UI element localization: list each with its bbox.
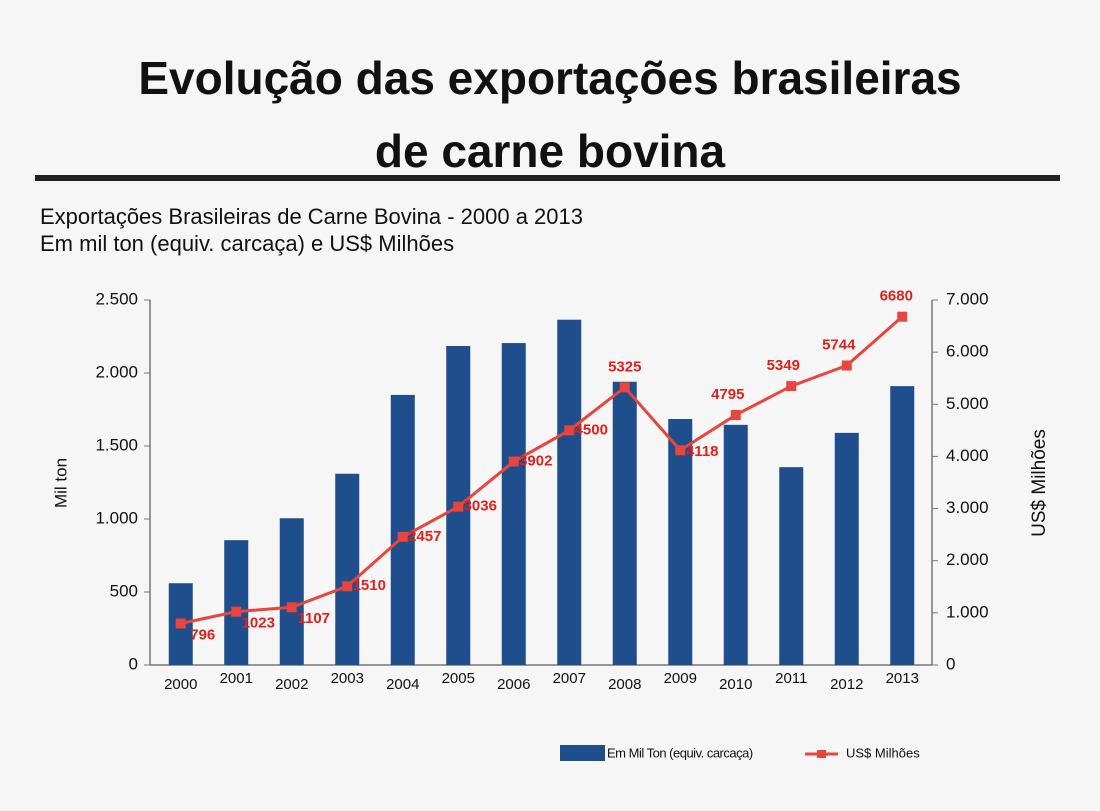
x-tick-label: 2006 — [497, 676, 530, 693]
y-tick-label: 2.000 — [95, 362, 138, 381]
legend-label: US$ Milhões — [846, 745, 920, 760]
x-tick-label: 2008 — [608, 676, 641, 693]
bar — [612, 381, 637, 665]
bar — [779, 467, 804, 665]
x-tick-label: 2000 — [164, 676, 197, 693]
chart-title: Evolução das exportações brasileiras — [138, 52, 961, 104]
subtitle: Exportações Brasileiras de Carne Bovina … — [40, 204, 583, 229]
x-tick-label: 2005 — [442, 670, 475, 687]
bar — [890, 386, 915, 665]
legend-swatch — [817, 750, 826, 758]
bar — [557, 319, 582, 665]
y2-tick-label: 2.000 — [946, 550, 989, 569]
y-tick-label: 1.000 — [95, 508, 138, 527]
data-label: 6680 — [880, 288, 913, 305]
y2-tick-label: 7.000 — [946, 289, 989, 308]
line-marker — [619, 382, 630, 393]
data-label: 1023 — [242, 615, 275, 632]
y2-tick-label: 3.000 — [946, 498, 989, 517]
data-label: 5349 — [767, 357, 800, 374]
x-tick-label: 2011 — [775, 670, 807, 687]
x-tick-label: 2012 — [830, 676, 863, 693]
x-tick-label: 2001 — [220, 670, 253, 687]
y-axis-title: Mil ton — [51, 458, 70, 508]
data-label: 796 — [190, 626, 215, 643]
y2-tick-label: 5.000 — [946, 394, 989, 413]
y2-tick-label: 4.000 — [946, 446, 989, 465]
divider — [35, 175, 1060, 181]
y2-axis-title: US$ Milhões — [1029, 429, 1050, 537]
data-label: 5325 — [608, 358, 641, 375]
bar — [224, 540, 249, 665]
x-tick-label: 2010 — [719, 676, 752, 693]
y-tick-label: 0 — [129, 654, 138, 673]
x-tick-label: 2013 — [886, 670, 919, 687]
subtitle: Em mil ton (equiv. carcaça) e US$ Milhõe… — [40, 231, 454, 256]
x-tick-label: 2007 — [553, 670, 586, 687]
legend-swatch — [560, 745, 605, 761]
bar — [390, 394, 415, 665]
line-marker — [342, 581, 353, 592]
y2-tick-label: 6.000 — [946, 342, 989, 361]
line-marker — [675, 445, 686, 456]
data-label: 3036 — [464, 498, 497, 515]
data-label: 4500 — [575, 421, 608, 438]
bar — [834, 432, 859, 665]
data-label: 4118 — [686, 443, 719, 460]
line-marker — [508, 456, 519, 467]
legend-label: Em Mil Ton (equiv. carcaça) — [607, 745, 753, 760]
data-label: 1107 — [297, 610, 330, 627]
bar — [279, 518, 304, 665]
data-label: 5744 — [822, 336, 856, 353]
y-tick-label: 500 — [110, 581, 138, 600]
bar — [723, 424, 748, 665]
y2-tick-label: 0 — [946, 654, 955, 673]
bar — [668, 418, 693, 665]
x-tick-label: 2002 — [275, 676, 308, 693]
chart-title: de carne bovina — [375, 125, 726, 177]
x-tick-label: 2004 — [386, 676, 419, 693]
y-tick-label: 1.500 — [95, 435, 138, 454]
line-marker — [841, 360, 852, 371]
line-marker — [397, 531, 408, 542]
x-tick-label: 2009 — [664, 670, 697, 687]
data-label: 3902 — [519, 453, 552, 470]
line-marker — [286, 602, 297, 613]
line-marker — [175, 618, 186, 629]
x-tick-label: 2003 — [331, 670, 364, 687]
line-marker — [564, 425, 575, 436]
data-label: 4795 — [711, 386, 744, 403]
data-label: 1510 — [353, 577, 386, 594]
line-marker — [786, 381, 797, 392]
line-marker — [730, 409, 741, 420]
bar — [501, 343, 526, 665]
bar — [335, 473, 360, 665]
line-marker — [897, 311, 908, 322]
line-marker — [231, 606, 242, 617]
y-tick-label: 2.500 — [95, 289, 138, 308]
y2-tick-label: 1.000 — [946, 602, 989, 621]
data-label: 2457 — [408, 528, 441, 545]
line — [180, 315, 904, 625]
line-marker — [453, 501, 464, 512]
